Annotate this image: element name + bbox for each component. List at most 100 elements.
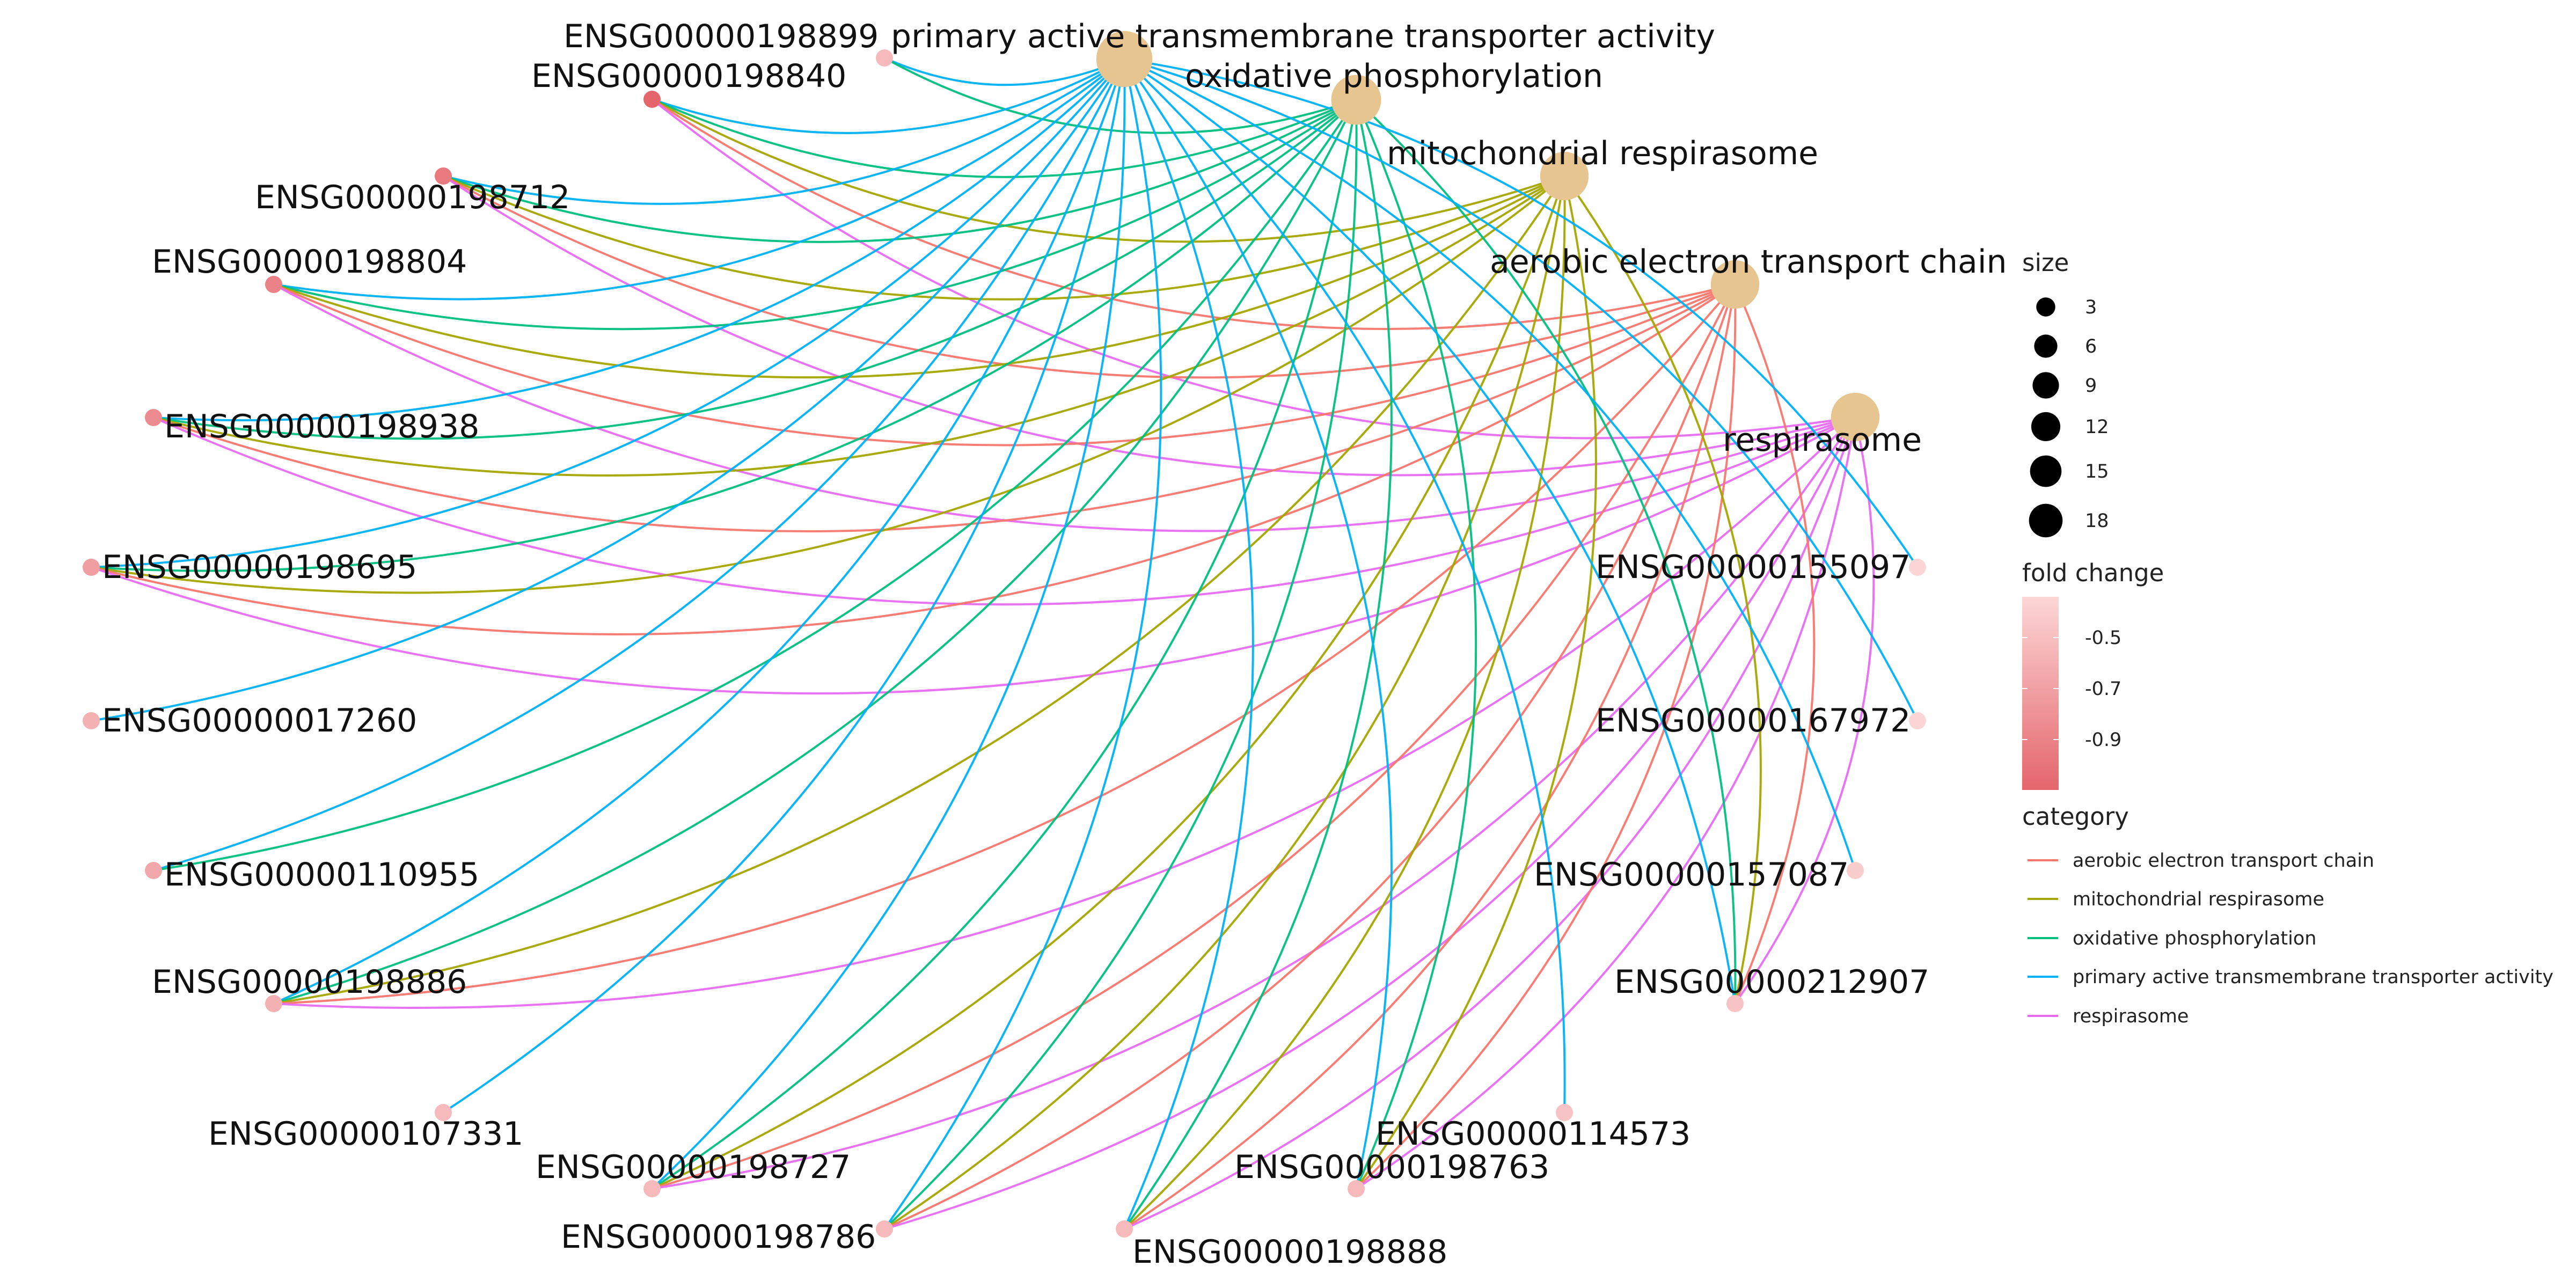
gene-node-ensg00000198886 xyxy=(265,995,282,1012)
gene-label-ensg00000198886: ENSG00000198886 xyxy=(152,963,467,1001)
gene-label-ensg00000198840: ENSG00000198840 xyxy=(531,57,846,95)
edge-ensg00000198938-respirasome xyxy=(153,416,1856,606)
term-node-mitochondrial-respirasome xyxy=(1540,151,1589,201)
term-label-mitochondrial-respirasome: mitochondrial respirasome xyxy=(1387,135,1818,172)
edge-ensg00000110955-oxidative-phosphorylation xyxy=(153,99,1357,872)
edge-ensg00000198804-respirasome xyxy=(273,283,1856,532)
gene-label-ensg00000198888: ENSG00000198888 xyxy=(1132,1233,1447,1271)
edge-ensg00000198840-mitochondrial-respirasome xyxy=(652,98,1565,243)
edge-ensg00000198888-oxidative-phosphorylation xyxy=(1123,99,1393,1230)
gene-node-ensg00000114573 xyxy=(1556,1104,1573,1121)
edge-ensg00000198763-respirasome xyxy=(1355,416,1856,1190)
fold-tick-label: -0.9 xyxy=(2085,729,2121,751)
gene-label-ensg00000198727: ENSG00000198727 xyxy=(536,1148,851,1186)
term-node-oxidative-phosphorylation xyxy=(1331,75,1381,125)
gene-node-ensg00000198840 xyxy=(643,91,661,108)
edge-ensg00000198786-mitochondrial-respirasome xyxy=(883,175,1565,1230)
edge-ensg00000198763-mitochondrial-respirasome xyxy=(1355,175,1597,1190)
category-label-respirasome: respirasome xyxy=(2073,1006,2189,1027)
term-label-aerobic-electron-transport-chain: aerobic electron transport chain xyxy=(1490,243,2007,281)
edge-ensg00000107331-primary-active-transmembrane-transporter-activity xyxy=(442,58,1125,1114)
edge-ensg00000198695-oxidative-phosphorylation xyxy=(91,99,1357,572)
edge-ensg00000157087-primary-active-transmembrane-transporter-activity xyxy=(1124,58,1856,871)
size-legend-label-6: 6 xyxy=(2085,336,2097,357)
category-label-primary-active-transmembrane-transporter-activity: primary active transmembrane transporter… xyxy=(2073,967,2553,988)
edge-ensg00000198786-primary-active-transmembrane-transporter-activity xyxy=(883,58,1162,1230)
gene-label-ensg00000198712: ENSG00000198712 xyxy=(255,179,570,216)
gene-node-ensg00000198786 xyxy=(876,1220,893,1238)
term-label-oxidative-phosphorylation: oxidative phosphorylation xyxy=(1185,57,1603,95)
fold-tick-label: -0.7 xyxy=(2085,678,2121,700)
edge-ensg00000198786-respirasome xyxy=(884,416,1856,1230)
edge-ensg00000198899-oxidative-phosphorylation xyxy=(884,57,1357,134)
gene-label-ensg00000198763: ENSG00000198763 xyxy=(1234,1148,1549,1186)
edge-ensg00000212907-primary-active-transmembrane-transporter-activity xyxy=(1123,58,1736,1004)
edge-ensg00000198804-aerobic-electron-transport-chain xyxy=(273,283,1736,447)
gene-node-ensg00000155097 xyxy=(1909,559,1926,576)
edge-ensg00000212907-respirasome xyxy=(1734,416,1875,1005)
fold-tick-label: -0.5 xyxy=(2085,627,2121,649)
edge-ensg00000198888-respirasome xyxy=(1124,416,1856,1230)
edge-ensg00000198763-primary-active-transmembrane-transporter-activity xyxy=(1123,58,1393,1189)
gene-node-ensg00000167972 xyxy=(1909,712,1926,729)
edge-ensg00000198888-aerobic-electron-transport-chain xyxy=(1123,284,1736,1230)
size-legend-label-9: 9 xyxy=(2085,375,2097,397)
edge-ensg00000198712-mitochondrial-respirasome xyxy=(443,175,1565,301)
edge-ensg00000198712-oxidative-phosphorylation xyxy=(443,99,1357,243)
term-node-primary-active-transmembrane-transporter-activity xyxy=(1096,31,1153,87)
category-label-mitochondrial-respirasome: mitochondrial respirasome xyxy=(2073,889,2324,910)
gene-node-ensg00000198899 xyxy=(876,49,893,67)
edge-ensg00000198886-primary-active-transmembrane-transporter-activity xyxy=(273,58,1125,1005)
legend-category-title: category xyxy=(2022,802,2129,831)
gene-label-ensg00000167972: ENSG00000167972 xyxy=(1596,702,1911,740)
gene-label-ensg00000198899: ENSG00000198899 xyxy=(564,18,879,55)
gene-label-ensg00000107331: ENSG00000107331 xyxy=(208,1115,523,1153)
gene-node-ensg00000110955 xyxy=(145,862,162,879)
size-legend-label-12: 12 xyxy=(2085,416,2109,438)
fold-change-ticks: -0.5 -0.7 -0.9 xyxy=(2022,627,2121,751)
edge-ensg00000017260-primary-active-transmembrane-transporter-activity xyxy=(91,58,1125,722)
term-label-primary-active-transmembrane-transporter-activity: primary active transmembrane transporter… xyxy=(891,18,1715,55)
size-legend-dot-9 xyxy=(2032,372,2059,399)
edge-ensg00000198804-oxidative-phosphorylation xyxy=(273,99,1357,331)
edge-ensg00000212907-aerobic-electron-transport-chain xyxy=(1734,284,1816,1004)
category-legend: aerobic electron transport chain mitochon… xyxy=(2028,850,2553,1027)
size-legend-dot-3 xyxy=(2036,297,2055,317)
edge-ensg00000198712-primary-active-transmembrane-transporter-activity xyxy=(443,58,1125,205)
edge-ensg00000198938-aerobic-electron-transport-chain xyxy=(153,283,1736,533)
edge-ensg00000212907-oxidative-phosphorylation xyxy=(1355,99,1737,1004)
gene-label-ensg00000198938: ENSG00000198938 xyxy=(164,408,479,445)
edge-ensg00000198886-aerobic-electron-transport-chain xyxy=(273,283,1736,1005)
size-legend-dot-6 xyxy=(2034,334,2058,358)
category-label-aerobic-electron-transport-chain: aerobic electron transport chain xyxy=(2073,850,2374,872)
gene-node-ensg00000017260 xyxy=(83,712,100,729)
edge-ensg00000198695-mitochondrial-respirasome xyxy=(91,175,1565,594)
edge-ensg00000198840-respirasome xyxy=(651,98,1856,440)
edge-ensg00000198886-oxidative-phosphorylation xyxy=(273,99,1357,1005)
gene-label-ensg00000114573: ENSG00000114573 xyxy=(1375,1115,1690,1153)
edge-ensg00000110955-primary-active-transmembrane-transporter-activity xyxy=(153,58,1125,872)
nodes-layer xyxy=(83,31,1926,1238)
term-node-respirasome xyxy=(1831,392,1880,442)
gene-node-ensg00000157087 xyxy=(1847,862,1864,879)
gene-node-ensg00000107331 xyxy=(435,1104,452,1121)
edge-ensg00000198727-respirasome xyxy=(652,416,1856,1190)
gene-node-ensg00000198695 xyxy=(83,559,100,576)
gene-node-ensg00000198888 xyxy=(1116,1220,1133,1238)
gene-label-ensg00000198804: ENSG00000198804 xyxy=(152,243,467,281)
legend-size-title: size xyxy=(2022,248,2069,277)
edge-ensg00000155097-primary-active-transmembrane-transporter-activity xyxy=(1124,58,1919,568)
gene-node-ensg00000198938 xyxy=(145,409,162,426)
gene-node-ensg00000198727 xyxy=(643,1180,661,1197)
size-legend-dot-15 xyxy=(2030,455,2062,487)
edge-ensg00000167972-primary-active-transmembrane-transporter-activity xyxy=(1124,58,1919,721)
edge-ensg00000198786-oxidative-phosphorylation xyxy=(883,99,1358,1230)
gene-node-ensg00000198763 xyxy=(1348,1180,1365,1197)
size-legend-dot-12 xyxy=(2031,412,2061,442)
edges-layer xyxy=(91,57,1919,1230)
edge-ensg00000198888-primary-active-transmembrane-transporter-activity xyxy=(1123,58,1254,1230)
edge-ensg00000198840-oxidative-phosphorylation xyxy=(652,98,1357,178)
edge-ensg00000198695-aerobic-electron-transport-chain xyxy=(91,283,1736,635)
